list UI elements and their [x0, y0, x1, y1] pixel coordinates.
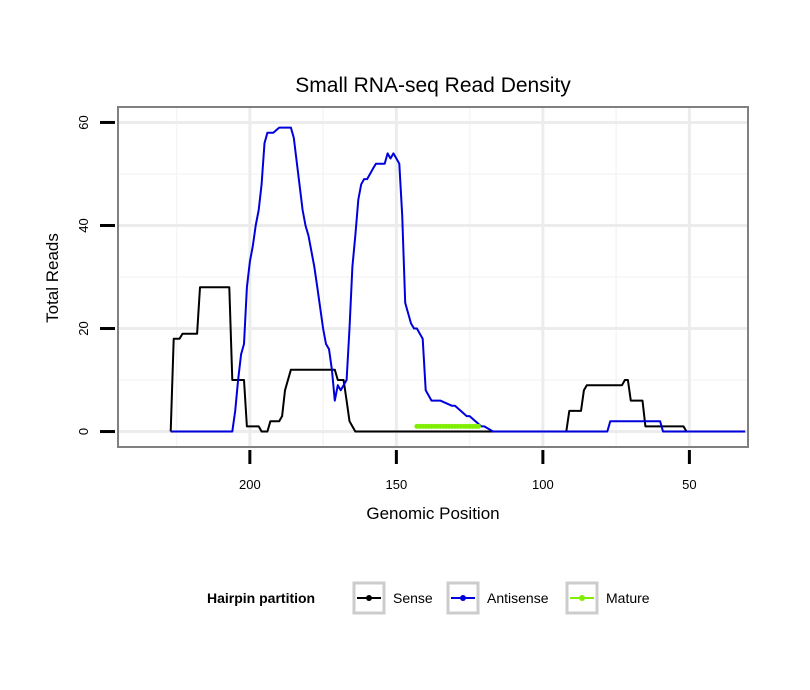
plot-panel-border	[117, 106, 749, 448]
x-axis-title: Genomic Position	[366, 504, 499, 523]
legend: Hairpin partition Sense Antisense Mature	[207, 581, 650, 615]
x-tick-label-1: 150	[386, 477, 408, 492]
legend-dot-mature	[579, 595, 585, 601]
point-mature-21	[475, 423, 481, 429]
y-tick-label-2: 40	[76, 218, 91, 232]
legend-dot-antisense	[460, 595, 466, 601]
legend-label-sense: Sense	[393, 590, 433, 606]
y-axis-title: Total Reads	[43, 233, 62, 323]
y-axis: 0 20 40 60	[76, 115, 115, 435]
legend-dot-sense	[366, 595, 372, 601]
legend-item-mature: Mature	[565, 581, 650, 615]
legend-item-antisense: Antisense	[446, 581, 549, 615]
legend-title: Hairpin partition	[207, 590, 315, 606]
x-tick-label-0: 200	[239, 477, 261, 492]
grid	[118, 107, 748, 447]
legend-label-mature: Mature	[606, 590, 650, 606]
y-tick-label-1: 20	[76, 321, 91, 335]
x-tick-label-2: 100	[532, 477, 554, 492]
legend-item-sense: Sense	[352, 581, 433, 615]
x-tick-label-3: 50	[682, 477, 696, 492]
legend-label-antisense: Antisense	[487, 590, 549, 606]
series-lines	[169, 126, 746, 433]
x-axis: 200 150 100 50	[239, 450, 697, 492]
y-tick-label-0: 0	[76, 428, 91, 435]
series-line-sense	[169, 286, 746, 433]
chart-title: Small RNA-seq Read Density	[295, 74, 571, 97]
y-tick-label-3: 60	[76, 115, 91, 129]
series-line-antisense	[170, 126, 746, 433]
